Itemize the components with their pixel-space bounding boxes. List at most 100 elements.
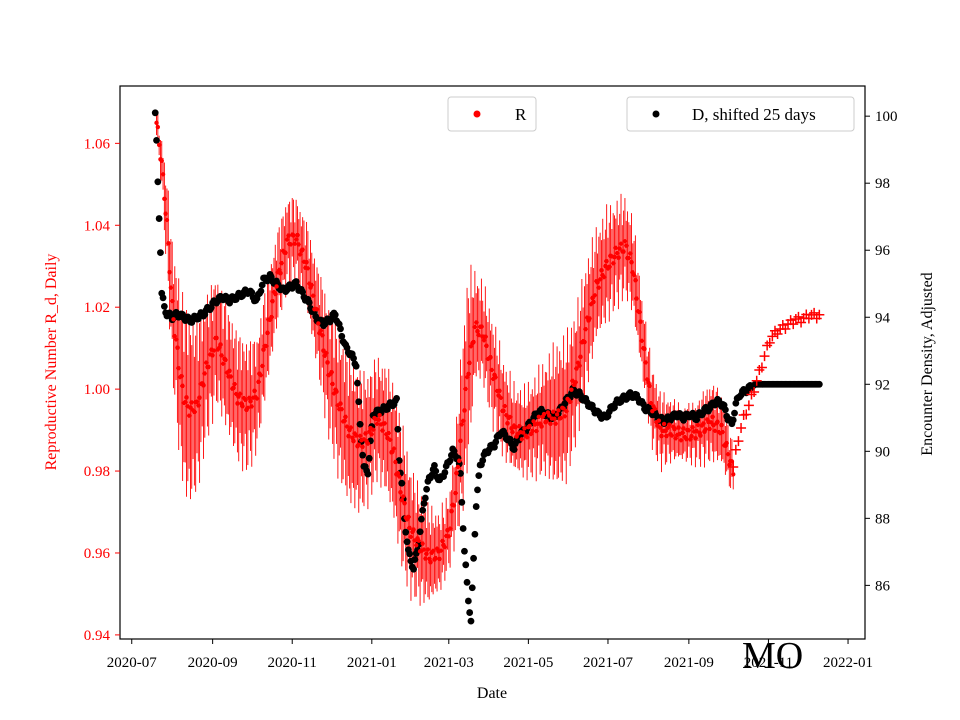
d-point	[337, 325, 344, 333]
r-point	[466, 371, 471, 377]
y-axis-right-title: Encounter Density, Adjusted	[919, 272, 936, 455]
r-point	[346, 433, 351, 439]
r-point	[617, 246, 622, 251]
d-point	[432, 467, 440, 475]
r-projection-point	[749, 387, 760, 398]
r-point	[274, 284, 279, 289]
r-point	[564, 409, 569, 414]
r-point	[672, 426, 677, 432]
r-point	[374, 421, 380, 427]
r-point	[446, 534, 451, 539]
r-projection-point	[743, 400, 754, 411]
r-series	[154, 120, 736, 565]
r-point	[305, 266, 311, 271]
r-point	[457, 458, 462, 463]
r-point	[613, 245, 618, 251]
d-point	[355, 398, 363, 406]
r-point	[642, 346, 647, 352]
r-point	[616, 255, 621, 260]
r-point	[573, 380, 578, 385]
r-point	[269, 314, 274, 320]
r-point	[558, 415, 564, 421]
x-tick-label: 2021-11	[744, 655, 793, 671]
r-point	[678, 438, 684, 443]
r-point	[343, 414, 348, 420]
r-point	[179, 373, 184, 379]
r-point	[329, 370, 334, 375]
d-point	[160, 302, 168, 310]
r-point	[690, 425, 695, 430]
r-projection-point	[788, 319, 799, 330]
r-point	[686, 428, 692, 433]
r-point	[536, 414, 542, 420]
r-point	[291, 233, 296, 238]
r-point	[689, 434, 694, 439]
r-point	[669, 433, 675, 438]
r-point	[724, 440, 729, 446]
r-point	[386, 430, 391, 436]
d-point	[411, 556, 419, 563]
r-point	[715, 419, 720, 425]
r-point	[211, 348, 217, 353]
r-point	[167, 269, 172, 275]
r-point	[423, 556, 428, 561]
r-point	[583, 326, 588, 332]
r-point	[673, 436, 679, 441]
r-point	[646, 380, 651, 385]
r-point	[454, 470, 459, 476]
r-point	[701, 421, 706, 426]
r-point	[231, 385, 236, 391]
y-axis-right: 86 88 90 92 94 96 98 100	[865, 109, 898, 594]
r-point	[513, 424, 518, 430]
r-point	[707, 426, 712, 432]
d-point	[406, 550, 414, 558]
r-point	[459, 422, 465, 427]
r-point	[695, 422, 701, 428]
r-point	[488, 355, 493, 360]
r-point	[618, 241, 624, 246]
r-point	[235, 401, 240, 406]
r-point	[577, 363, 582, 368]
d-point	[479, 457, 487, 464]
r-point	[556, 408, 561, 413]
r-point	[684, 436, 689, 442]
r-point	[391, 446, 397, 451]
r-point	[527, 423, 532, 429]
d-point	[395, 457, 403, 464]
r-point	[300, 247, 305, 252]
d-point	[421, 494, 429, 502]
y-left-tick-label: 1.04	[84, 218, 111, 234]
r-point	[413, 543, 419, 548]
r-point	[624, 243, 629, 248]
r-point	[712, 428, 718, 433]
d-point	[731, 409, 738, 417]
r-point	[339, 407, 345, 412]
d-point	[394, 425, 402, 433]
r-point	[357, 433, 363, 439]
y-right-tick-label: 100	[875, 109, 898, 125]
y-left-tick-label: 0.94	[84, 628, 111, 644]
r-point	[648, 400, 654, 406]
r-point	[681, 426, 686, 431]
r-point	[176, 365, 181, 371]
r-point	[180, 383, 185, 389]
r-point	[201, 383, 206, 388]
r-point	[258, 373, 264, 378]
d-point	[492, 438, 500, 446]
r-point	[719, 422, 724, 428]
r-point	[163, 211, 168, 216]
r-point	[400, 494, 406, 499]
r-point	[614, 250, 620, 256]
r-point	[353, 433, 359, 438]
d-point	[338, 332, 346, 340]
r-point	[316, 321, 321, 326]
r-point	[569, 387, 574, 392]
r-point	[407, 525, 412, 531]
r-point	[270, 298, 275, 304]
r-point	[169, 298, 175, 304]
r-point	[245, 405, 251, 410]
r-point	[365, 441, 371, 446]
legend-r-label: R	[515, 105, 527, 124]
legend-d: D, shifted 25 days	[626, 96, 855, 132]
d-point	[359, 451, 367, 459]
